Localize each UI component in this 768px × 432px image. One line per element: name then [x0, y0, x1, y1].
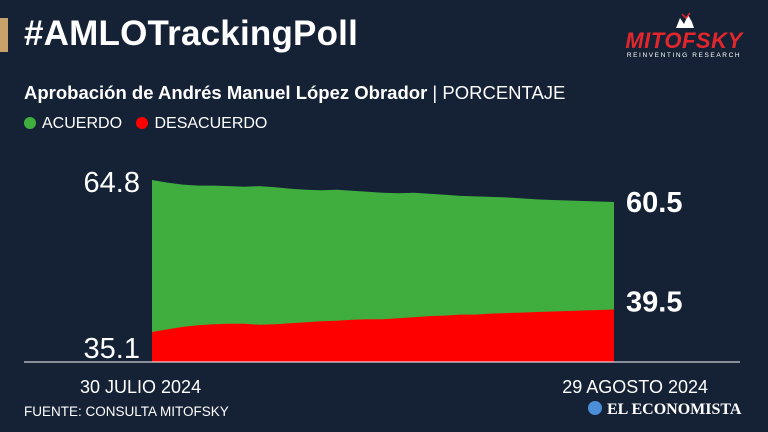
end-label-desacuerdo: 39.5	[626, 286, 682, 318]
legend-dot-desacuerdo	[136, 117, 149, 129]
area-chart: 64.8 35.1 60.5 39.5 30 JULIO 2024 29 AGOSTO 2…	[24, 167, 740, 397]
legend-item-acuerdo: ACUERDO	[24, 115, 122, 133]
legend-label-acuerdo: ACUERDO	[42, 115, 123, 132]
page-title: #AMLOTrackingPoll	[24, 14, 359, 53]
subtitle-separator: |	[427, 82, 443, 103]
brand-label: EL ECONOMISTA	[607, 401, 742, 418]
logo-tagline: REINVENTING RESEARCH	[626, 52, 742, 59]
start-label-desacuerdo: 35.1	[84, 333, 140, 365]
source-note: FUENTE: CONSULTA MITOFSKY	[24, 404, 229, 419]
mitofsky-logo: MITOFSKY REINVENTING RESEARCH	[622, 12, 746, 62]
logo-word: MITOFSKY	[625, 28, 743, 53]
logo-mark-icon	[676, 12, 694, 28]
subtitle-unit: PORCENTAJE	[442, 82, 566, 103]
legend-item-desacuerdo: DESACUERDO	[136, 115, 267, 133]
end-label-acuerdo: 60.5	[626, 187, 682, 219]
desacuerdo-area	[152, 309, 614, 362]
x-label-start: 30 JULIO 2024	[80, 377, 201, 397]
el-economista-brand: EL ECONOMISTA	[588, 401, 741, 419]
legend-dot-acuerdo	[24, 117, 36, 129]
accent-bar	[0, 18, 8, 52]
header: #AMLOTrackingPoll MITOFSKY REINVENTING R…	[0, 0, 768, 74]
el-economista-icon	[588, 401, 602, 415]
subtitle-main: Aprobación de Andrés Manuel López Obrado…	[24, 82, 428, 103]
legend-label-desacuerdo: DESACUERDO	[154, 115, 268, 132]
x-label-end: 29 AGOSTO 2024	[562, 377, 708, 397]
start-label-acuerdo: 64.8	[84, 167, 140, 199]
legend: ACUERDO DESACUERDO	[24, 115, 277, 133]
chart-subtitle: Aprobación de Andrés Manuel López Obrado…	[24, 82, 565, 104]
